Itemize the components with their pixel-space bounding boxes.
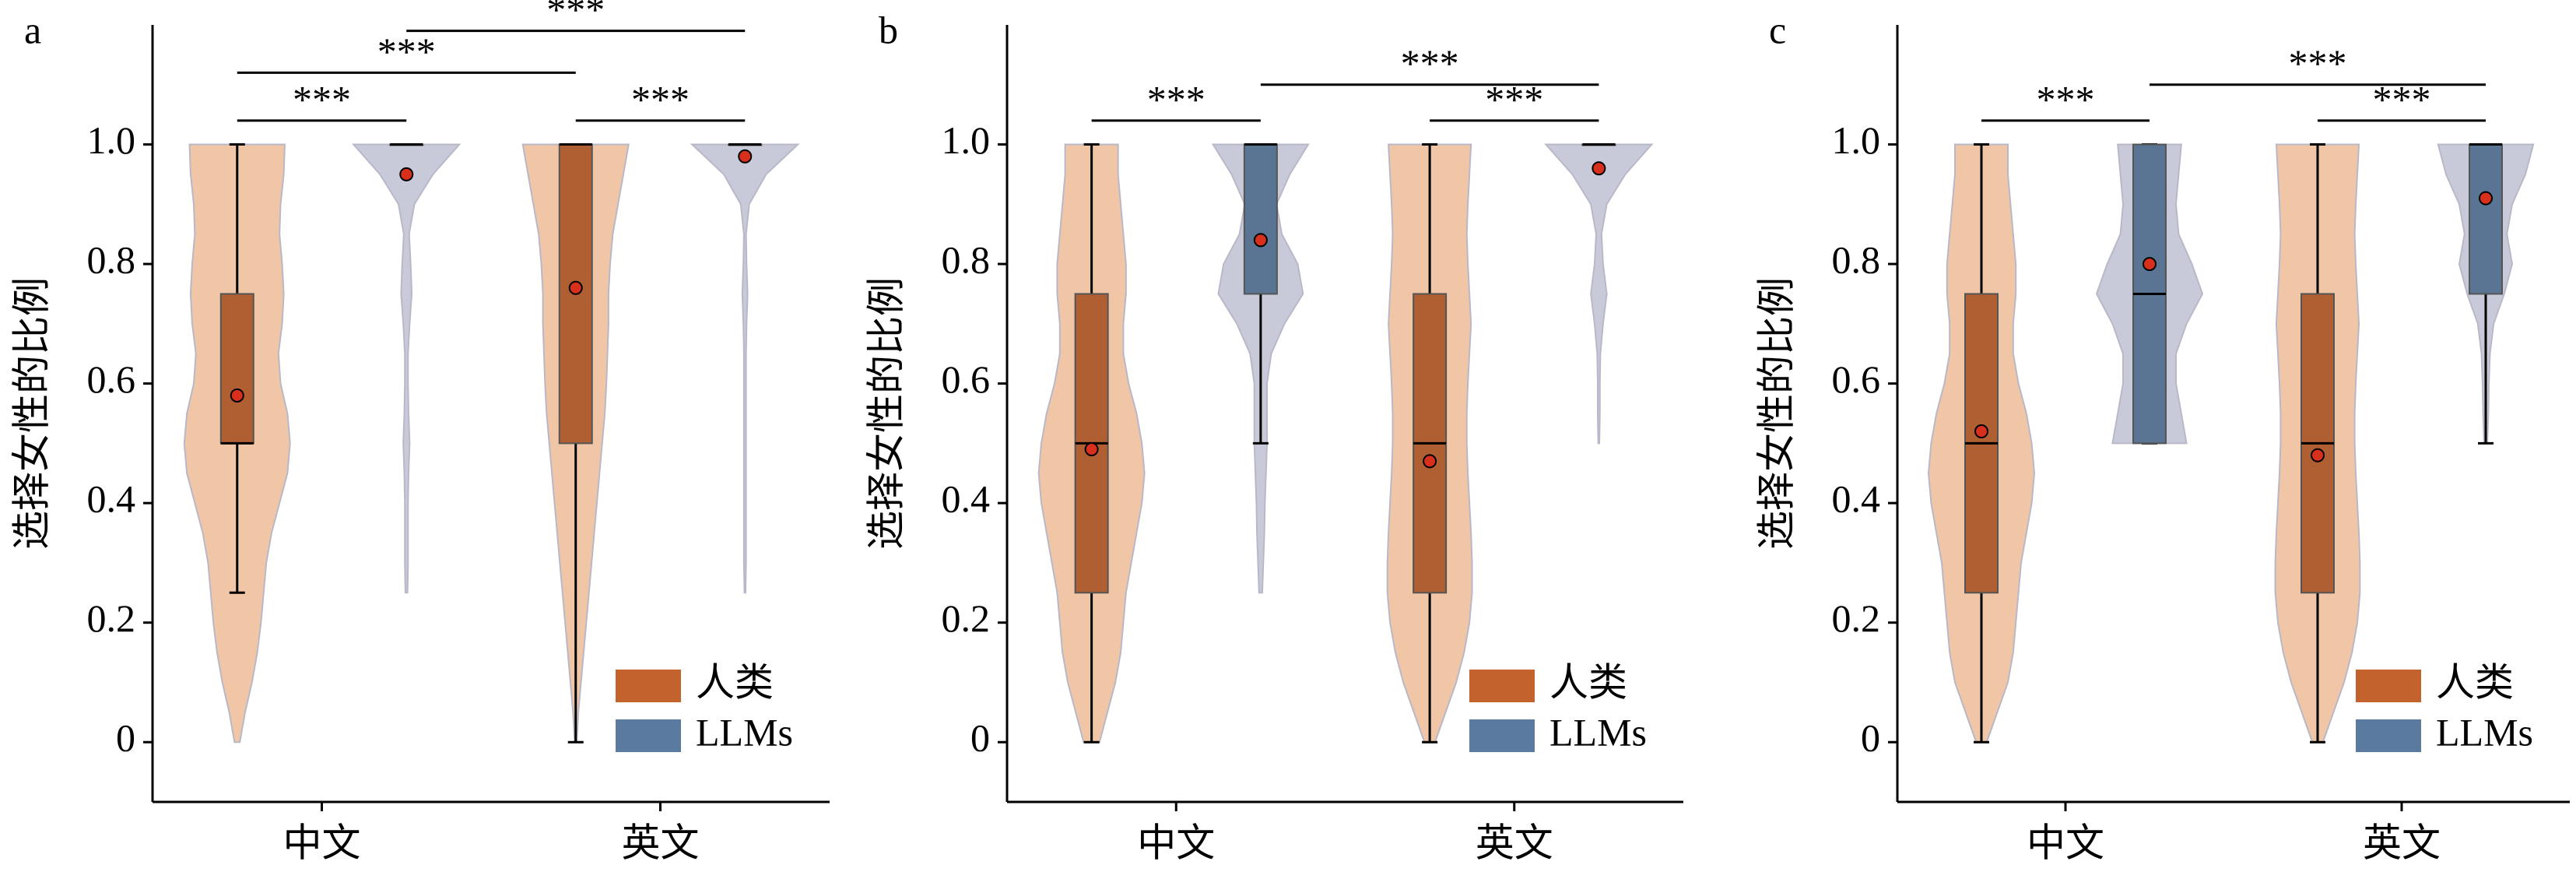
x-tick-label: 英文 bbox=[622, 821, 700, 864]
panel-label: a bbox=[24, 8, 41, 51]
mean bbox=[738, 149, 753, 164]
significance-label: *** bbox=[293, 77, 351, 121]
significance-label: *** bbox=[546, 0, 605, 31]
legend-label: LLMs bbox=[1549, 710, 1647, 754]
x-tick-label: 中文 bbox=[2027, 821, 2104, 864]
mean bbox=[230, 388, 244, 403]
mean bbox=[1592, 161, 1606, 176]
significance-label: *** bbox=[2289, 41, 2347, 85]
mean bbox=[2311, 448, 2325, 462]
mean bbox=[2143, 257, 2157, 272]
significance-label: *** bbox=[377, 30, 436, 73]
legend-swatch bbox=[616, 719, 681, 752]
mean bbox=[399, 167, 414, 181]
y-tick-label: 1.0 bbox=[942, 118, 991, 162]
legend-swatch bbox=[2356, 670, 2421, 702]
y-tick-label: 0.4 bbox=[1832, 477, 1881, 521]
mean bbox=[1974, 424, 1988, 439]
x-tick-label: 中文 bbox=[283, 821, 361, 864]
panel: a 选择女性的比例 0 0.2 0.4 0.6 0.8 1.0 中文 英文 *** *** *** ***… bbox=[9, 0, 830, 864]
box bbox=[219, 293, 254, 445]
mean bbox=[568, 280, 583, 295]
significance-label: *** bbox=[2037, 77, 2095, 121]
significance-label: *** bbox=[631, 77, 690, 121]
y-tick-label: 0.6 bbox=[87, 357, 136, 401]
mean bbox=[1084, 442, 1099, 457]
y-axis-label: 选择女性的比例 bbox=[9, 277, 53, 550]
legend-label: 人类 bbox=[2436, 660, 2514, 704]
legend-label: 人类 bbox=[1549, 660, 1627, 704]
legend-swatch bbox=[616, 670, 681, 702]
legend-label: LLMs bbox=[2436, 710, 2533, 754]
panel-label: b bbox=[879, 8, 898, 51]
legend-swatch bbox=[2356, 719, 2421, 752]
significance-label: *** bbox=[1147, 77, 1206, 121]
mean bbox=[1423, 454, 1437, 469]
violin bbox=[690, 143, 800, 594]
y-tick-label: 0 bbox=[1861, 716, 1880, 760]
y-tick-label: 0.6 bbox=[942, 357, 991, 401]
y-tick-label: 0.2 bbox=[942, 596, 991, 640]
violin bbox=[352, 143, 462, 594]
y-tick-label: 0.8 bbox=[942, 238, 991, 282]
box bbox=[2469, 143, 2503, 295]
x-tick-label: 英文 bbox=[1476, 821, 1553, 864]
violin bbox=[1544, 143, 1654, 445]
legend-label: LLMs bbox=[696, 710, 793, 754]
mean bbox=[1253, 233, 1268, 248]
y-tick-label: 0.2 bbox=[87, 596, 136, 640]
y-tick-label: 0 bbox=[116, 716, 135, 760]
y-axis-label: 选择女性的比例 bbox=[864, 277, 907, 550]
y-tick-label: 0.4 bbox=[87, 477, 136, 521]
legend-label: 人类 bbox=[696, 660, 774, 704]
y-tick-label: 0 bbox=[970, 716, 990, 760]
y-tick-label: 1.0 bbox=[87, 118, 136, 162]
mean bbox=[2479, 191, 2493, 206]
y-tick-label: 0.6 bbox=[1832, 357, 1881, 401]
y-axis-label: 选择女性的比例 bbox=[1754, 277, 1798, 550]
y-tick-label: 0.8 bbox=[87, 238, 136, 282]
legend-swatch bbox=[1469, 670, 1535, 702]
y-tick-label: 0.8 bbox=[1832, 238, 1881, 282]
significance-label: *** bbox=[1401, 41, 1459, 85]
panel-label: c bbox=[1769, 8, 1786, 51]
y-tick-label: 0.2 bbox=[1832, 596, 1881, 640]
legend-swatch bbox=[1469, 719, 1535, 752]
box bbox=[1243, 143, 1278, 295]
y-tick-label: 1.0 bbox=[1832, 118, 1881, 162]
x-tick-label: 中文 bbox=[1137, 821, 1215, 864]
x-tick-label: 英文 bbox=[2363, 821, 2441, 864]
y-tick-label: 0.4 bbox=[942, 477, 991, 521]
